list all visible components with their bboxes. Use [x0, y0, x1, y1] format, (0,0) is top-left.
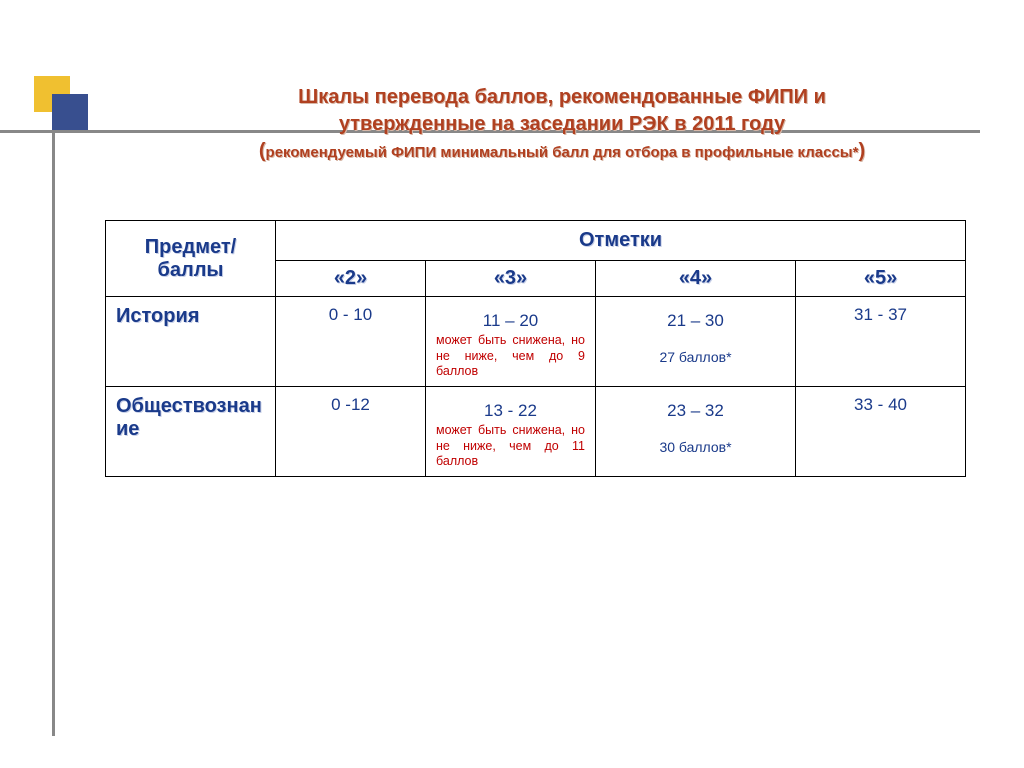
grade4-subnote: 30 баллов* [606, 439, 785, 455]
grades-table: Предмет/ баллы Отметки «2» «3» «4» «5» И… [105, 220, 966, 477]
grade5-cell: 31 - 37 [796, 297, 966, 387]
grade3-cell: 13 - 22 может быть снижена, но не ниже, … [426, 386, 596, 476]
header-subject-l1: Предмет/ [145, 236, 236, 258]
header-marks: Отметки [276, 221, 966, 261]
grade3-note: может быть снижена, но не ниже, чем до 9… [436, 333, 585, 380]
slide-title: Шкалы перевода баллов, рекомендованные Ф… [160, 84, 964, 163]
deco-vline [52, 76, 55, 736]
table-row: История 0 - 10 11 – 20 может быть снижен… [106, 297, 966, 387]
grade4-range: 21 – 30 [606, 303, 785, 331]
grade3-note: может быть снижена, но не ниже, чем до 1… [436, 423, 585, 470]
grade4-range: 23 – 32 [606, 393, 785, 421]
header-grade-2: «2» [276, 261, 426, 297]
deco-square-blue [52, 94, 88, 130]
title-line-1: Шкалы перевода баллов, рекомендованные Ф… [160, 84, 964, 111]
grade5-cell: 33 - 40 [796, 386, 966, 476]
grade4-cell: 21 – 30 27 баллов* [596, 297, 796, 387]
grade3-cell: 11 – 20 может быть снижена, но не ниже, … [426, 297, 596, 387]
slide-decoration [0, 76, 110, 196]
header-subject-l2: баллы [158, 259, 224, 281]
title-line-2: утвержденные на заседании РЭК в 2011 год… [160, 111, 964, 138]
title-sub: рекомендуемый ФИПИ минимальный балл для … [266, 144, 859, 161]
header-grade-5: «5» [796, 261, 966, 297]
grade2-cell: 0 - 10 [276, 297, 426, 387]
grade3-range: 11 – 20 [436, 303, 585, 331]
table-row: Обществознание 0 -12 13 - 22 может быть … [106, 386, 966, 476]
paren-open: ( [259, 140, 266, 162]
header-subject: Предмет/ баллы [106, 221, 276, 297]
subject-cell: История [106, 297, 276, 387]
header-grade-3: «3» [426, 261, 596, 297]
grades-table-container: Предмет/ баллы Отметки «2» «3» «4» «5» И… [105, 220, 965, 477]
paren-close: ) [858, 140, 865, 162]
grade4-cell: 23 – 32 30 баллов* [596, 386, 796, 476]
grade3-range: 13 - 22 [436, 393, 585, 421]
title-line-3: (рекомендуемый ФИПИ минимальный балл для… [160, 140, 964, 163]
table-header-row-1: Предмет/ баллы Отметки [106, 221, 966, 261]
grade2-cell: 0 -12 [276, 386, 426, 476]
subject-cell: Обществознание [106, 386, 276, 476]
header-grade-4: «4» [596, 261, 796, 297]
grade4-subnote: 27 баллов* [606, 349, 785, 365]
